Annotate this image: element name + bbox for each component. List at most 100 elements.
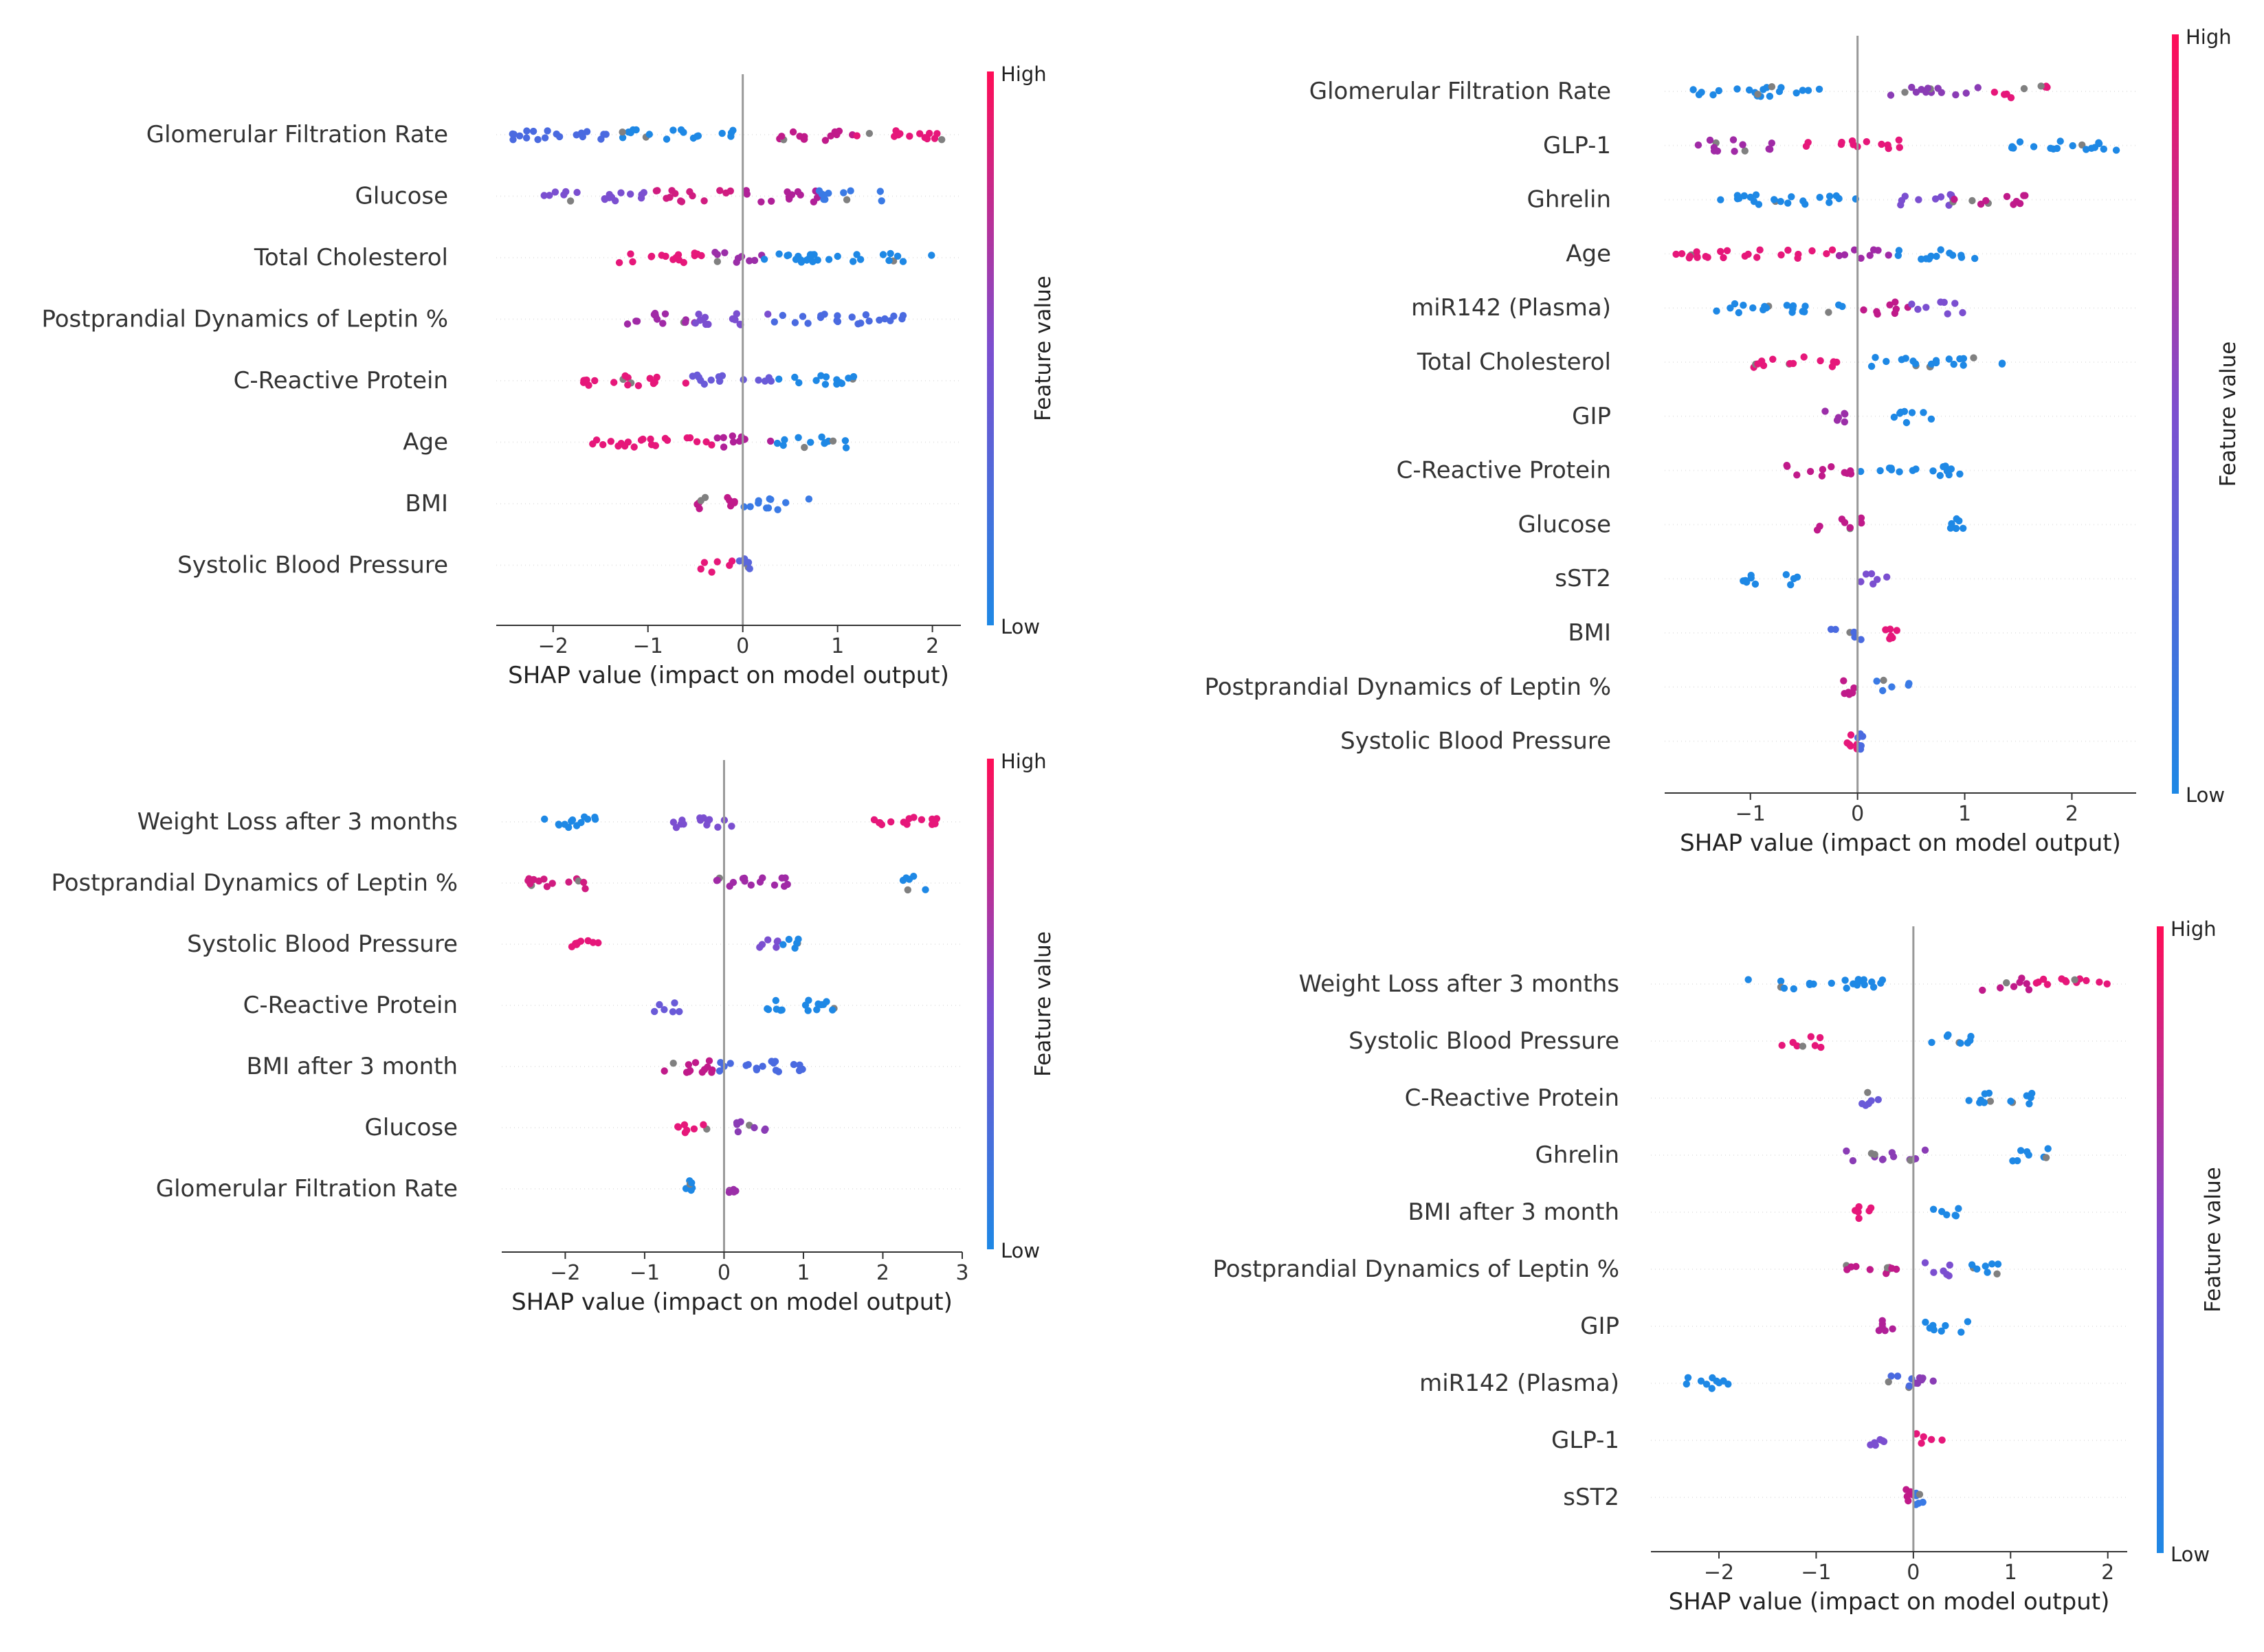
beeswarm-glomerular-filtration-rate bbox=[1689, 82, 2051, 102]
point-total-cholesterol bbox=[615, 259, 623, 267]
point-glomerular-filtration-rate bbox=[1934, 85, 1942, 92]
point-c-reactive-protein bbox=[778, 1006, 786, 1014]
point-age bbox=[1937, 246, 1944, 254]
point-mir142-plasma bbox=[1887, 1372, 1895, 1380]
colorbar-low-label: Low bbox=[2171, 1543, 2210, 1566]
beeswarm-sst2 bbox=[1902, 1486, 1927, 1508]
point-postprandial-dynamics-of-leptin bbox=[1984, 1269, 1991, 1276]
point-mir142-plasma bbox=[1916, 1374, 1924, 1382]
point-c-reactive-protein bbox=[656, 1001, 663, 1009]
point-postprandial-dynamics-of-leptin bbox=[834, 312, 841, 320]
point-age bbox=[663, 436, 672, 444]
point-bmi bbox=[701, 493, 709, 502]
feature-label-systolic-blood-pressure: Systolic Blood Pressure bbox=[1340, 728, 1611, 755]
point-age bbox=[829, 437, 837, 445]
point-bmi bbox=[696, 505, 703, 513]
point-glp-1 bbox=[2053, 144, 2061, 153]
point-age bbox=[1933, 252, 1940, 260]
point-age bbox=[1672, 250, 1680, 258]
point-postprandial-dynamics-of-leptin bbox=[661, 310, 669, 317]
point-age bbox=[607, 438, 614, 445]
point-postprandial-dynamics-of-leptin bbox=[1847, 1263, 1855, 1271]
point-mir142-plasma bbox=[1761, 302, 1768, 311]
point-gip bbox=[1927, 415, 1935, 423]
point-weight-loss-after-3-months bbox=[584, 815, 592, 823]
feature-label-glucose: Glucose bbox=[365, 1114, 458, 1141]
point-ghrelin bbox=[1717, 196, 1724, 203]
point-glomerular-filtration-rate bbox=[916, 130, 924, 137]
point-glucose bbox=[700, 197, 708, 205]
point-bmi bbox=[1886, 635, 1894, 643]
point-glucose bbox=[1857, 514, 1865, 522]
point-bmi-after-3-month bbox=[772, 1067, 780, 1074]
point-age bbox=[729, 438, 737, 446]
point-glomerular-filtration-rate bbox=[694, 132, 702, 139]
point-glucose bbox=[690, 1125, 698, 1133]
point-postprandial-dynamics-of-leptin bbox=[747, 881, 755, 889]
point-mir142-plasma bbox=[1789, 305, 1797, 313]
point-glomerular-filtration-rate bbox=[534, 135, 542, 144]
point-postprandial-dynamics-of-leptin bbox=[899, 876, 907, 884]
point-c-reactive-protein bbox=[1818, 472, 1826, 480]
point-c-reactive-protein bbox=[829, 1006, 836, 1014]
point-postprandial-dynamics-of-leptin bbox=[1930, 1269, 1938, 1276]
point-c-reactive-protein bbox=[1956, 470, 1964, 478]
point-c-reactive-protein bbox=[817, 1001, 825, 1009]
point-glomerular-filtration-rate bbox=[515, 132, 524, 139]
point-mir142-plasma bbox=[1886, 301, 1894, 309]
point-postprandial-dynamics-of-leptin bbox=[1840, 677, 1847, 684]
point-total-cholesterol bbox=[1998, 359, 2006, 367]
point-bmi-after-3-month bbox=[704, 1063, 711, 1071]
point-glp-1 bbox=[2087, 144, 2096, 152]
point-sst2 bbox=[1869, 580, 1877, 588]
point-glomerular-filtration-rate bbox=[2037, 82, 2045, 90]
point-glp-1 bbox=[1918, 1440, 1925, 1447]
point-total-cholesterol bbox=[775, 250, 783, 258]
point-glucose bbox=[540, 192, 548, 199]
point-glucose bbox=[551, 188, 559, 196]
point-systolic-blood-pressure bbox=[1847, 731, 1855, 739]
point-postprandial-dynamics-of-leptin bbox=[1921, 1259, 1929, 1266]
point-glucose bbox=[761, 1126, 768, 1135]
point-postprandial-dynamics-of-leptin bbox=[700, 315, 707, 324]
point-mir142-plasma bbox=[1839, 302, 1846, 311]
point-bmi-after-3-month bbox=[705, 1057, 713, 1064]
point-bmi-after-3-month bbox=[1943, 1211, 1951, 1219]
point-systolic-blood-pressure bbox=[1845, 741, 1853, 748]
point-age bbox=[1828, 246, 1836, 254]
point-weight-loss-after-3-months bbox=[669, 818, 678, 826]
point-age bbox=[1717, 247, 1724, 256]
point-postprandial-dynamics-of-leptin bbox=[848, 313, 856, 321]
feature-label-mir142-plasma: miR142 (Plasma) bbox=[1411, 294, 1611, 322]
point-gip bbox=[1875, 1327, 1883, 1335]
point-glp-1 bbox=[1878, 1437, 1887, 1444]
feature-label-weight-loss-after-3-months: Weight Loss after 3 months bbox=[1299, 970, 1619, 998]
point-bmi-after-3-month bbox=[691, 1059, 700, 1067]
x-tick-label: −2 bbox=[538, 634, 568, 658]
point-glucose bbox=[654, 187, 661, 194]
point-glomerular-filtration-rate bbox=[1754, 91, 1762, 98]
point-bmi-after-3-month bbox=[686, 1067, 694, 1075]
x-tick-label: −1 bbox=[1801, 1561, 1831, 1585]
point-c-reactive-protein bbox=[1965, 1097, 1973, 1104]
point-ghrelin bbox=[2017, 1147, 2025, 1154]
colorbar-low-label: Low bbox=[1001, 615, 1040, 638]
point-c-reactive-protein bbox=[624, 381, 632, 389]
feature-label-c-reactive-protein: C-Reactive Protein bbox=[234, 367, 448, 394]
point-age bbox=[766, 437, 775, 445]
colorbar-low-label: Low bbox=[2186, 783, 2225, 807]
point-weight-loss-after-3-months bbox=[728, 823, 735, 830]
colorbar-high-label: High bbox=[2171, 917, 2217, 941]
point-mir142-plasma bbox=[1891, 309, 1899, 317]
point-glucose bbox=[821, 191, 828, 199]
feature-label-gip: GIP bbox=[1572, 403, 1611, 430]
point-mir142-plasma bbox=[1783, 302, 1791, 309]
point-glomerular-filtration-rate bbox=[1804, 87, 1812, 94]
point-bmi bbox=[782, 499, 790, 506]
point-systolic-blood-pressure bbox=[1857, 742, 1865, 750]
point-glomerular-filtration-rate bbox=[1777, 84, 1785, 91]
point-age bbox=[781, 436, 788, 444]
point-glp-1 bbox=[2069, 142, 2076, 150]
point-total-cholesterol bbox=[711, 249, 719, 256]
